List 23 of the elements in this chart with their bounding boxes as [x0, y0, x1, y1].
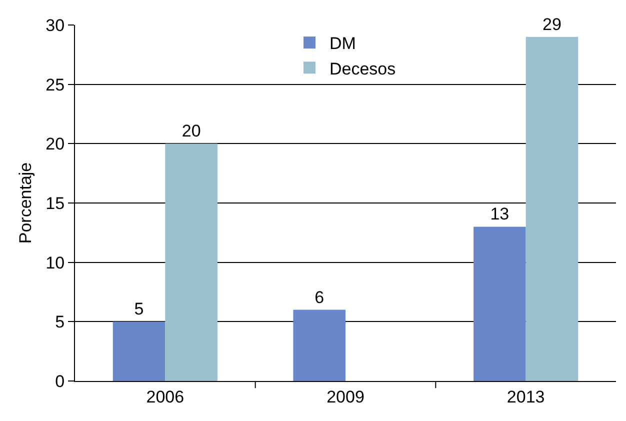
y-tick-label: 30 [46, 16, 65, 35]
bar [165, 144, 218, 381]
y-tick-label: 5 [55, 312, 65, 332]
y-tick-label: 10 [46, 253, 65, 272]
legend-label: Decesos [330, 59, 396, 78]
legend-label: DM [330, 34, 356, 54]
data-label: 13 [490, 204, 510, 224]
bar [474, 226, 526, 381]
bar [293, 310, 346, 381]
data-label: 29 [542, 14, 562, 34]
data-label: 6 [314, 288, 324, 307]
y-tick-label: 20 [46, 134, 65, 154]
x-tick-label: 2009 [326, 387, 364, 406]
data-label: 5 [134, 300, 144, 319]
x-tick-label: 2006 [146, 387, 184, 406]
y-axis-title: Porcentaje [16, 162, 35, 244]
bar [112, 322, 166, 381]
y-tick-label: 0 [55, 372, 65, 391]
data-label: 20 [182, 122, 201, 141]
y-tick-label: 15 [46, 194, 65, 213]
x-tick-label: 2013 [506, 387, 545, 406]
bar [526, 36, 578, 381]
y-tick-label: 25 [46, 75, 65, 94]
